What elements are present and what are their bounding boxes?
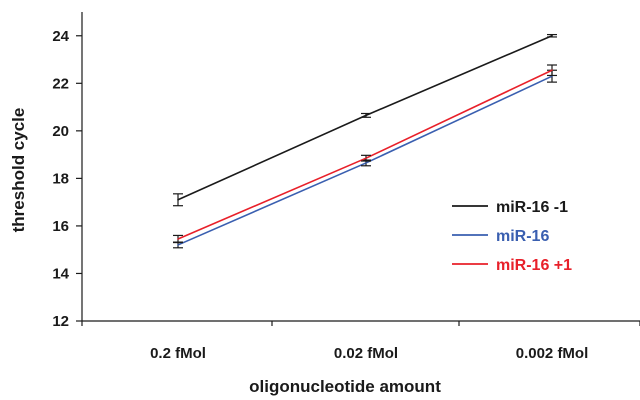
data-point xyxy=(177,198,179,201)
x-tick-label: 0.002 fMol xyxy=(516,345,589,362)
data-point xyxy=(365,162,367,164)
y-tick-label: 16 xyxy=(52,218,69,235)
legend: miR-16 -1 miR-16 miR-16 +1 xyxy=(452,199,572,274)
x-ticks: 0.2 fMol 0.02 fMol 0.002 fMol xyxy=(81,321,640,362)
data-point xyxy=(365,157,367,159)
legend-item: miR-16 +1 xyxy=(452,257,572,274)
series-layer xyxy=(173,33,557,249)
data-point xyxy=(551,69,553,72)
y-tick-label: 24 xyxy=(52,28,69,45)
x-axis-title: oligonucleotide amount xyxy=(249,377,441,396)
legend-item: miR-16 xyxy=(452,228,549,245)
series-0 xyxy=(173,33,557,207)
y-tick-label: 20 xyxy=(52,123,69,140)
y-axis-title: threshold cycle xyxy=(9,108,28,233)
legend-label: miR-16 -1 xyxy=(496,199,568,216)
data-point xyxy=(177,238,179,240)
plot-area: 12 14 16 18 20 22 24 0.2 fMol 0.02 fMol 0.002 fM… xyxy=(52,12,640,362)
y-tick-label: 18 xyxy=(52,170,69,187)
y-tick-label: 12 xyxy=(52,313,69,330)
legend-item: miR-16 -1 xyxy=(452,199,568,216)
series-2 xyxy=(173,64,557,244)
data-point xyxy=(365,114,367,117)
x-tick-label: 0.02 fMol xyxy=(334,345,398,362)
legend-label: miR-16 +1 xyxy=(496,257,572,274)
x-tick-label: 0.2 fMol xyxy=(150,345,206,362)
y-tick-label: 22 xyxy=(52,75,69,92)
data-point xyxy=(177,244,179,246)
y-tick-label: 14 xyxy=(52,265,69,282)
y-ticks: 12 14 16 18 20 22 24 xyxy=(52,28,82,330)
legend-label: miR-16 xyxy=(496,228,549,245)
data-point xyxy=(551,34,553,37)
